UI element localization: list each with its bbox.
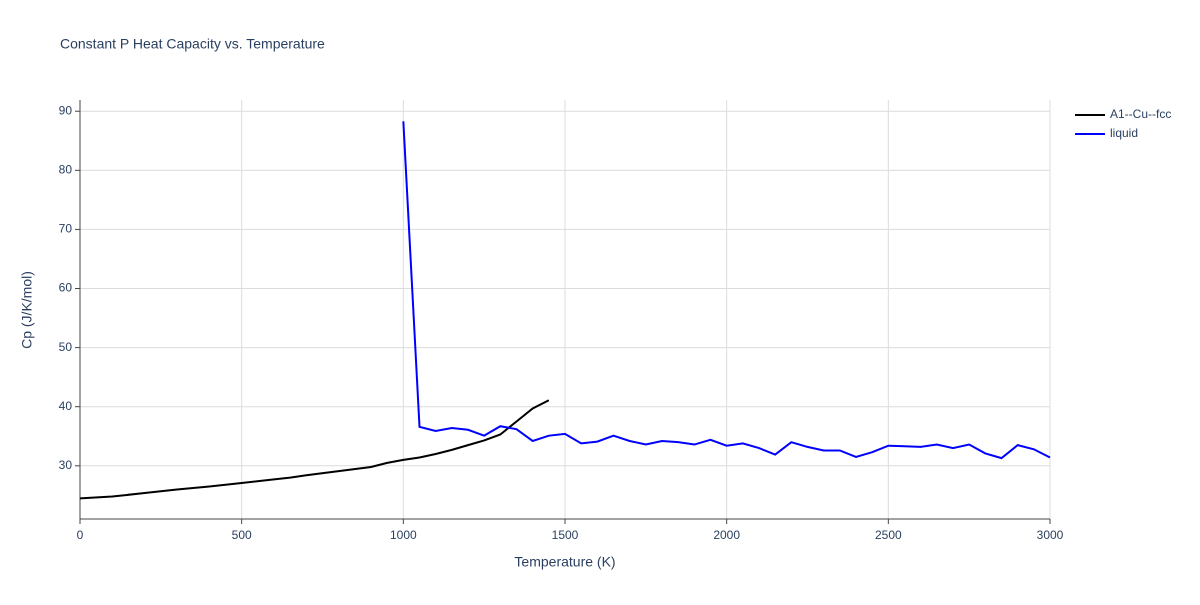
x-tick-label: 3000 (1037, 528, 1064, 542)
y-tick-label: 60 (59, 281, 73, 295)
legend-label: A1--Cu--fcc (1110, 107, 1171, 121)
y-tick-label: 80 (59, 162, 73, 176)
y-tick-label: 30 (59, 458, 73, 472)
y-tick-label: 40 (59, 399, 73, 413)
x-axis-title: Temperature (K) (514, 554, 615, 570)
x-tick-label: 1000 (390, 528, 417, 542)
x-tick-label: 2500 (875, 528, 902, 542)
legend-label: liquid (1110, 126, 1138, 140)
x-tick-label: 2000 (713, 528, 740, 542)
x-tick-label: 0 (77, 528, 84, 542)
data-line (402, 121, 1051, 460)
y-tick-label: 90 (59, 103, 73, 117)
x-tick-label: 500 (232, 528, 252, 542)
data-line (79, 399, 550, 500)
y-tick-label: 50 (59, 340, 73, 354)
x-tick-label: 1500 (552, 528, 579, 542)
y-axis-title: Cp (J/K/mol) (19, 271, 35, 349)
y-tick-label: 70 (59, 222, 73, 236)
chart-title: Constant P Heat Capacity vs. Temperature (60, 36, 325, 52)
